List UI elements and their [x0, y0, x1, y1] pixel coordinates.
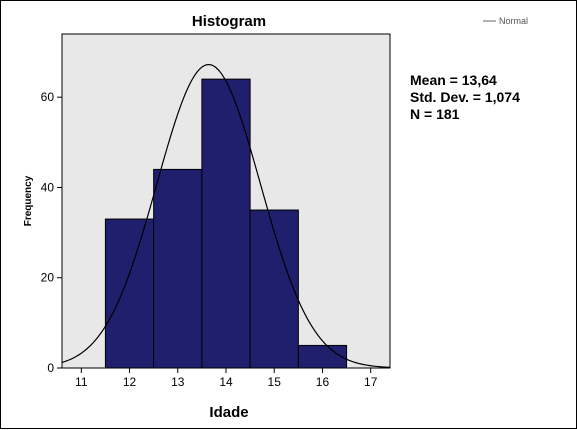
x-tick-label-11: 11	[75, 375, 88, 389]
histogram-bar-3	[201, 78, 251, 369]
y-tick-label-60: 60	[41, 90, 55, 104]
x-tick-label-12: 12	[123, 375, 137, 389]
x-tick-label-13: 13	[171, 375, 185, 389]
y-tick-label-40: 40	[41, 180, 55, 194]
bars-group	[104, 78, 348, 369]
stat-mean: Mean = 13,64	[410, 72, 497, 88]
y-tick-label-0: 0	[47, 361, 54, 375]
histogram-bar-5	[297, 344, 348, 369]
x-tick-label-15: 15	[268, 375, 282, 389]
stats-box: Mean = 13,64 Std. Dev. = 1,074 N = 181	[410, 72, 520, 122]
x-axis-label: Idade	[209, 404, 248, 421]
chart-title: Histogram	[192, 13, 266, 30]
axes-group: 0 20 40 60 11 12 13 14 15 16 17	[41, 90, 378, 389]
x-tick-label-16: 16	[316, 375, 330, 389]
histogram-bar-4	[249, 209, 299, 369]
stat-std-dev: Std. Dev. = 1,074	[410, 89, 520, 105]
histogram-bar-1	[104, 218, 155, 369]
histogram-bar-2	[153, 168, 203, 369]
stat-n: N = 181	[410, 106, 460, 122]
y-axis-label: Frequency	[23, 175, 34, 226]
normal-curve	[61, 63, 391, 368]
x-tick-label-14: 14	[219, 375, 233, 389]
y-tick-label-20: 20	[41, 271, 55, 285]
x-tick-label-17: 17	[364, 375, 378, 389]
legend: Normal	[483, 16, 528, 26]
legend-label-normal: Normal	[499, 16, 528, 26]
